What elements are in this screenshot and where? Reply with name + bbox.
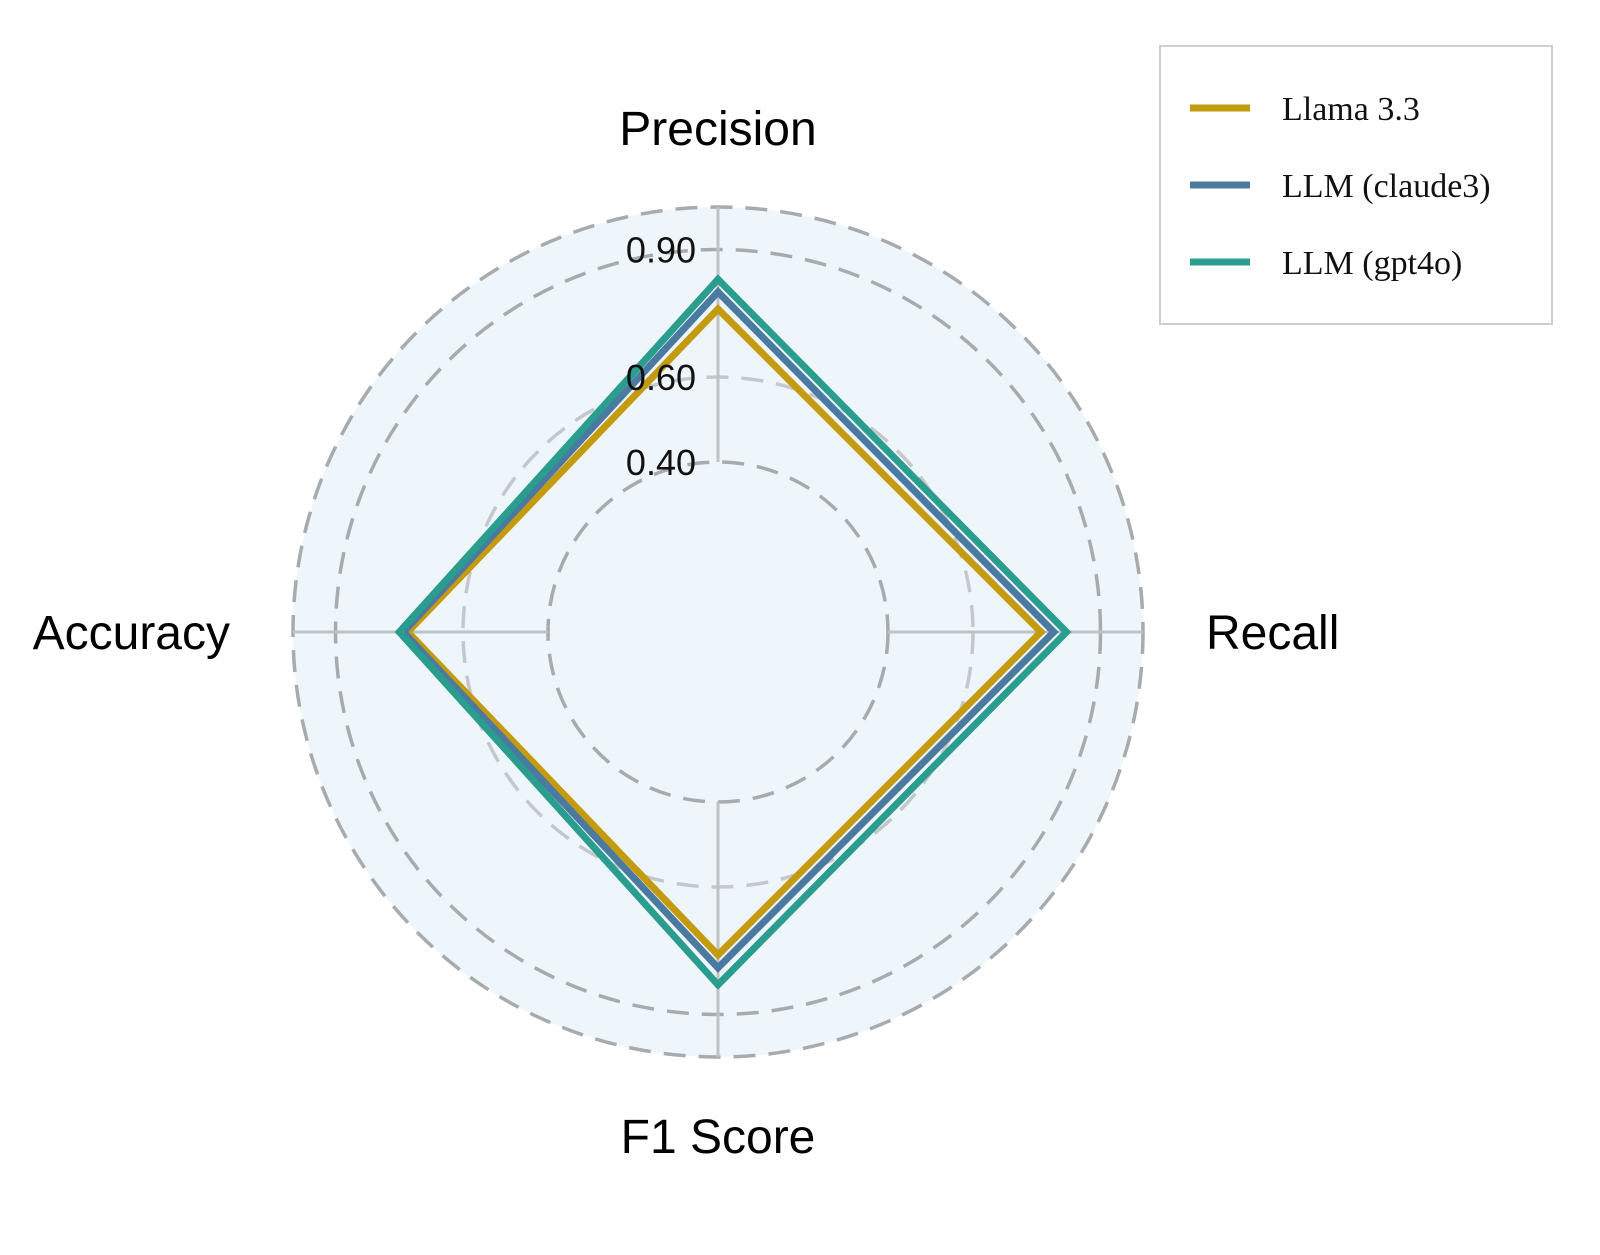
axis-label-recall: Recall [1206,607,1339,660]
data-point-3-precision [714,275,722,283]
radar-grid-layer [291,205,1145,1059]
data-point-2-recall [1050,628,1058,636]
radial-tick-label: 0.60 [626,357,696,398]
radar-background [293,207,1143,1057]
radial-tick-label: 0.40 [626,442,696,483]
data-point-2-precision [714,288,722,296]
data-point-1-f1-score [714,951,722,959]
axis-label-layer: Precision Recall F1 Score Accuracy [33,103,1340,1164]
data-point-1-recall [1037,628,1045,636]
data-point-1-precision [714,305,722,313]
radar-background-layer [293,207,1143,1057]
data-point-3-recall [1063,628,1070,636]
legend-item: LLM (claude3) [1190,168,1491,205]
legend-label: LLM (claude3) [1282,168,1491,205]
radar-series-layer [394,274,1072,990]
legend: Llama 3.3 LLM (claude3) LLM (gpt4o) [1159,45,1553,325]
legend-item: LLM (gpt4o) [1190,245,1462,282]
axis-label-accuracy: Accuracy [33,607,230,660]
data-point-3-accuracy [395,628,403,636]
legend-label: Llama 3.3 [1282,91,1420,128]
series-3 [394,274,1072,990]
axis-label-precision: Precision [619,103,816,156]
legend-item: Llama 3.3 [1190,91,1420,128]
data-point-3-f1-score [714,981,722,989]
axis-label-f1-score: F1 Score [621,1111,816,1164]
legend-label: LLM (gpt4o) [1282,245,1462,282]
radial-tick-layer: 0.40 0.60 0.90 [626,230,696,484]
data-point-2-f1-score [714,964,722,972]
radial-tick-label: 0.90 [626,230,696,271]
